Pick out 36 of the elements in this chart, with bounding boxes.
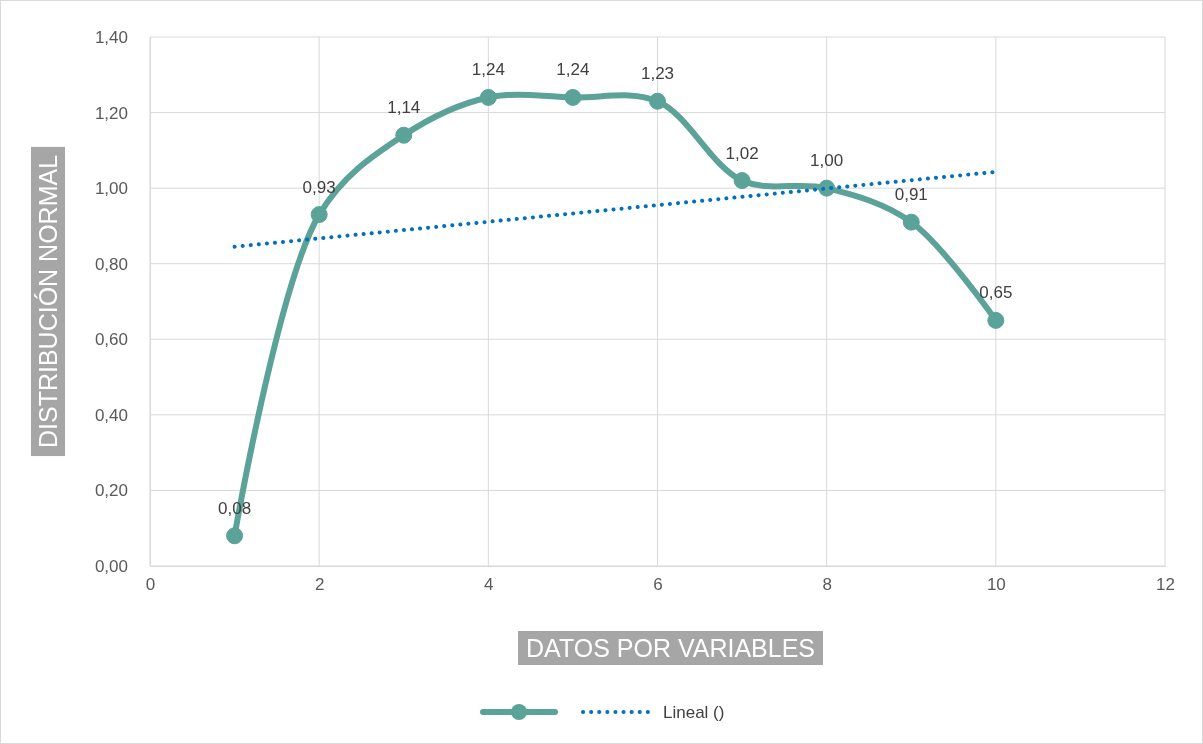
y-tick-label: 0,80: [94, 254, 128, 274]
point: [987, 311, 1005, 329]
x-tick-label: 0: [145, 575, 156, 595]
point: [226, 527, 244, 545]
data-label: 0,65: [979, 283, 1013, 303]
data-label: 1,00: [810, 151, 844, 171]
y-axis-title: DISTRIBUCIÓN NORMAL: [34, 154, 62, 449]
data-label: 0,91: [894, 185, 928, 205]
point: [479, 88, 497, 106]
point: [564, 88, 582, 106]
data-label: 1,23: [640, 64, 675, 84]
y-tick-label: 0,60: [94, 330, 128, 350]
point: [395, 126, 413, 144]
point: [902, 213, 920, 231]
y-tick-label: 1,20: [94, 103, 128, 123]
y-tick-label: 0,00: [94, 556, 128, 576]
data-label: 1,02: [725, 143, 759, 163]
data-label: 0,93: [302, 177, 336, 197]
data-label: 1,24: [556, 60, 590, 80]
point: [733, 172, 751, 190]
point: [310, 206, 328, 224]
x-tick-label: 2: [314, 575, 325, 595]
y-tick-label: 1,40: [94, 27, 128, 47]
x-tick-label: 10: [986, 575, 1006, 595]
x-axis-title: DATOS POR VARIABLES: [526, 634, 815, 662]
x-tick-label: 4: [484, 575, 494, 595]
y-tick-label: 1,00: [94, 179, 128, 199]
x-tick-label: 8: [822, 575, 832, 595]
data-label: 1,24: [471, 60, 505, 80]
x-tick-label: 12: [1156, 575, 1175, 595]
data-label: 1,14: [387, 98, 421, 118]
x-tick-label: 6: [653, 575, 663, 595]
y-tick-label: 0,20: [94, 481, 128, 501]
legend-label: Lineal (): [663, 703, 725, 723]
y-tick-label: 0,40: [94, 405, 128, 425]
point: [649, 92, 666, 110]
